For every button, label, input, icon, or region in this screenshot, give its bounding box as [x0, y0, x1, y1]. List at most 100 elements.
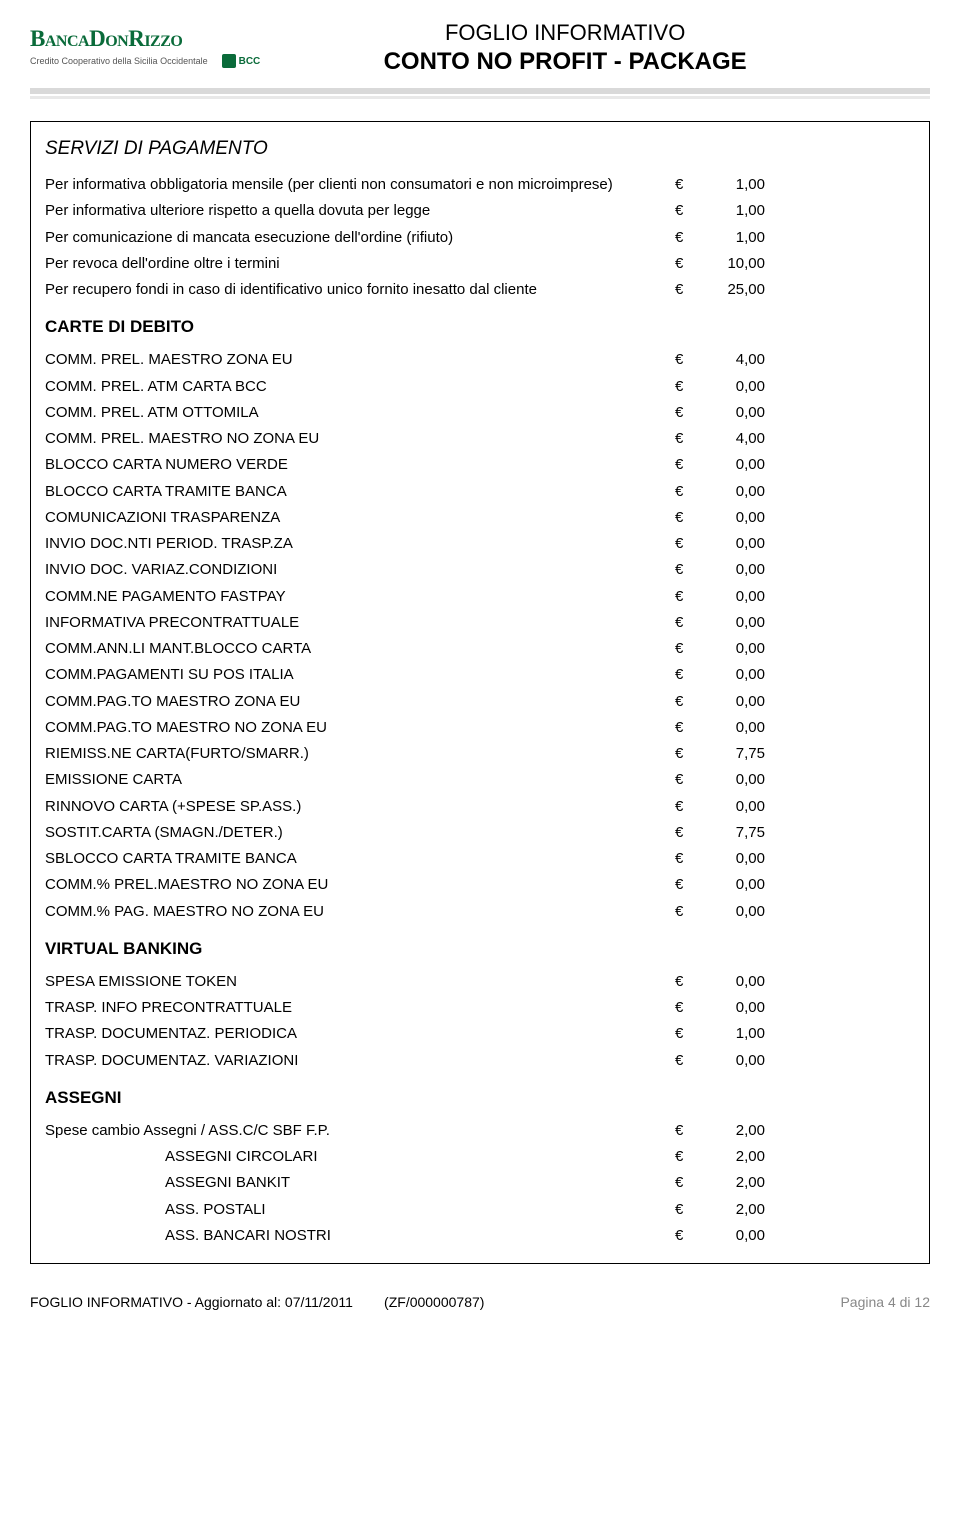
row-label: ASSEGNI BANKIT — [45, 1173, 675, 1193]
row-label: COMM.PAGAMENTI SU POS ITALIA — [45, 665, 675, 685]
row-value: 0,00 — [695, 560, 765, 580]
table-row: COMM.PAG.TO MAESTRO NO ZONA EU€0,00 — [45, 715, 915, 741]
row-value: 0,00 — [695, 797, 765, 817]
table-row: SBLOCCO CARTA TRAMITE BANCA€0,00 — [45, 846, 915, 872]
row-value: 25,00 — [695, 280, 765, 300]
row-value: 0,00 — [695, 587, 765, 607]
currency-symbol: € — [675, 1173, 695, 1193]
row-value: 0,00 — [695, 770, 765, 790]
row-value-col: €2,00 — [675, 1147, 915, 1167]
row-value-col: €2,00 — [675, 1121, 915, 1141]
row-label: TRASP. DOCUMENTAZ. PERIODICA — [45, 1024, 675, 1044]
row-value-col: €0,00 — [675, 797, 915, 817]
table-row: Per informativa ulteriore rispetto a que… — [45, 198, 915, 224]
row-value-col: €0,00 — [675, 403, 915, 423]
row-value-col: €0,00 — [675, 849, 915, 869]
document-title-2: CONTO NO PROFIT - PACKAGE — [260, 48, 870, 76]
currency-symbol: € — [675, 1226, 695, 1246]
content-box: SERVIZI DI PAGAMENTO Per informativa obb… — [30, 121, 930, 1264]
row-value-col: €0,00 — [675, 692, 915, 712]
row-label: EMISSIONE CARTA — [45, 770, 675, 790]
row-value-col: €4,00 — [675, 429, 915, 449]
row-value: 0,00 — [695, 998, 765, 1018]
row-value: 0,00 — [695, 403, 765, 423]
currency-symbol: € — [675, 403, 695, 423]
currency-symbol: € — [675, 280, 695, 300]
row-label: Per informativa obbligatoria mensile (pe… — [45, 175, 675, 195]
row-value-col: €0,00 — [675, 875, 915, 895]
row-value-col: €1,00 — [675, 228, 915, 248]
row-label: COMUNICAZIONI TRASPARENZA — [45, 508, 675, 528]
row-label: COMM. PREL. MAESTRO NO ZONA EU — [45, 429, 675, 449]
currency-symbol: € — [675, 1147, 695, 1167]
table-row: COMM.% PAG. MAESTRO NO ZONA EU€0,00 — [45, 899, 915, 925]
row-value-col: €0,00 — [675, 613, 915, 633]
table-row: COMM.PAGAMENTI SU POS ITALIA€0,00 — [45, 662, 915, 688]
row-value-col: €0,00 — [675, 770, 915, 790]
section-carte-title: CARTE DI DEBITO — [45, 317, 915, 337]
table-row: COMM.NE PAGAMENTO FASTPAY€0,00 — [45, 584, 915, 610]
footer-prefix: FOGLIO INFORMATIVO - Aggiornato al: — [30, 1294, 285, 1310]
footer-date: 07/11/2011 — [285, 1294, 353, 1310]
table-row: COMM.ANN.LI MANT.BLOCCO CARTA€0,00 — [45, 636, 915, 662]
row-value: 4,00 — [695, 350, 765, 370]
currency-symbol: € — [675, 377, 695, 397]
row-value-col: €25,00 — [675, 280, 915, 300]
table-row: ASSEGNI BANKIT€2,00 — [45, 1170, 915, 1196]
table-row: RIEMISS.NE CARTA(FURTO/SMARR.)€7,75 — [45, 741, 915, 767]
logo-subtitle: Credito Cooperativo della Sicilia Occide… — [30, 56, 208, 66]
row-label: COMM.NE PAGAMENTO FASTPAY — [45, 587, 675, 607]
row-value: 0,00 — [695, 534, 765, 554]
row-label: SPESA EMISSIONE TOKEN — [45, 972, 675, 992]
currency-symbol: € — [675, 350, 695, 370]
table-row: SOSTIT.CARTA (SMAGN./DETER.)€7,75 — [45, 820, 915, 846]
table-row: INFORMATIVA PRECONTRATTUALE€0,00 — [45, 610, 915, 636]
row-value-col: €0,00 — [675, 482, 915, 502]
section-servizi-title: SERVIZI DI PAGAMENTO — [45, 138, 915, 160]
document-header: BancaDonRizzo Credito Cooperativo della … — [30, 0, 930, 94]
row-label: ASS. BANCARI NOSTRI — [45, 1226, 675, 1246]
table-row: Per recupero fondi in caso di identifica… — [45, 277, 915, 303]
row-value: 0,00 — [695, 508, 765, 528]
row-value: 7,75 — [695, 823, 765, 843]
row-label: INVIO DOC.NTI PERIOD. TRASP.ZA — [45, 534, 675, 554]
table-row: Per comunicazione di mancata esecuzione … — [45, 225, 915, 251]
bcc-text: BCC — [239, 56, 261, 67]
table-row: ASS. POSTALI€2,00 — [45, 1197, 915, 1223]
row-value-col: €2,00 — [675, 1200, 915, 1220]
row-value-col: €7,75 — [675, 744, 915, 764]
currency-symbol: € — [675, 560, 695, 580]
currency-symbol: € — [675, 875, 695, 895]
table-row: Per informativa obbligatoria mensile (pe… — [45, 172, 915, 198]
footer-code: (ZF/000000787) — [384, 1294, 484, 1310]
table-row: BLOCCO CARTA NUMERO VERDE€0,00 — [45, 452, 915, 478]
footer: FOGLIO INFORMATIVO - Aggiornato al: 07/1… — [30, 1264, 930, 1310]
currency-symbol: € — [675, 175, 695, 195]
row-value: 0,00 — [695, 1226, 765, 1246]
row-value: 2,00 — [695, 1147, 765, 1167]
section-virtual-title: VIRTUAL BANKING — [45, 939, 915, 959]
row-value-col: €0,00 — [675, 1051, 915, 1071]
row-label: COMM. PREL. ATM CARTA BCC — [45, 377, 675, 397]
row-value-col: €0,00 — [675, 377, 915, 397]
table-row: TRASP. INFO PRECONTRATTUALE€0,00 — [45, 995, 915, 1021]
table-row: INVIO DOC.NTI PERIOD. TRASP.ZA€0,00 — [45, 531, 915, 557]
currency-symbol: € — [675, 797, 695, 817]
currency-symbol: € — [675, 902, 695, 922]
row-value: 1,00 — [695, 228, 765, 248]
row-value: 4,00 — [695, 429, 765, 449]
currency-symbol: € — [675, 718, 695, 738]
currency-symbol: € — [675, 587, 695, 607]
currency-symbol: € — [675, 823, 695, 843]
row-value: 0,00 — [695, 455, 765, 475]
currency-symbol: € — [675, 1200, 695, 1220]
title-block: FOGLIO INFORMATIVO CONTO NO PROFIT - PAC… — [260, 20, 930, 76]
section-servizi-rows: Per informativa obbligatoria mensile (pe… — [45, 172, 915, 303]
row-label: BLOCCO CARTA NUMERO VERDE — [45, 455, 675, 475]
section-carte-rows: COMM. PREL. MAESTRO ZONA EU€4,00COMM. PR… — [45, 347, 915, 925]
row-value-col: €0,00 — [675, 998, 915, 1018]
row-value-col: €4,00 — [675, 350, 915, 370]
currency-symbol: € — [675, 1121, 695, 1141]
row-label: BLOCCO CARTA TRAMITE BANCA — [45, 482, 675, 502]
currency-symbol: € — [675, 228, 695, 248]
